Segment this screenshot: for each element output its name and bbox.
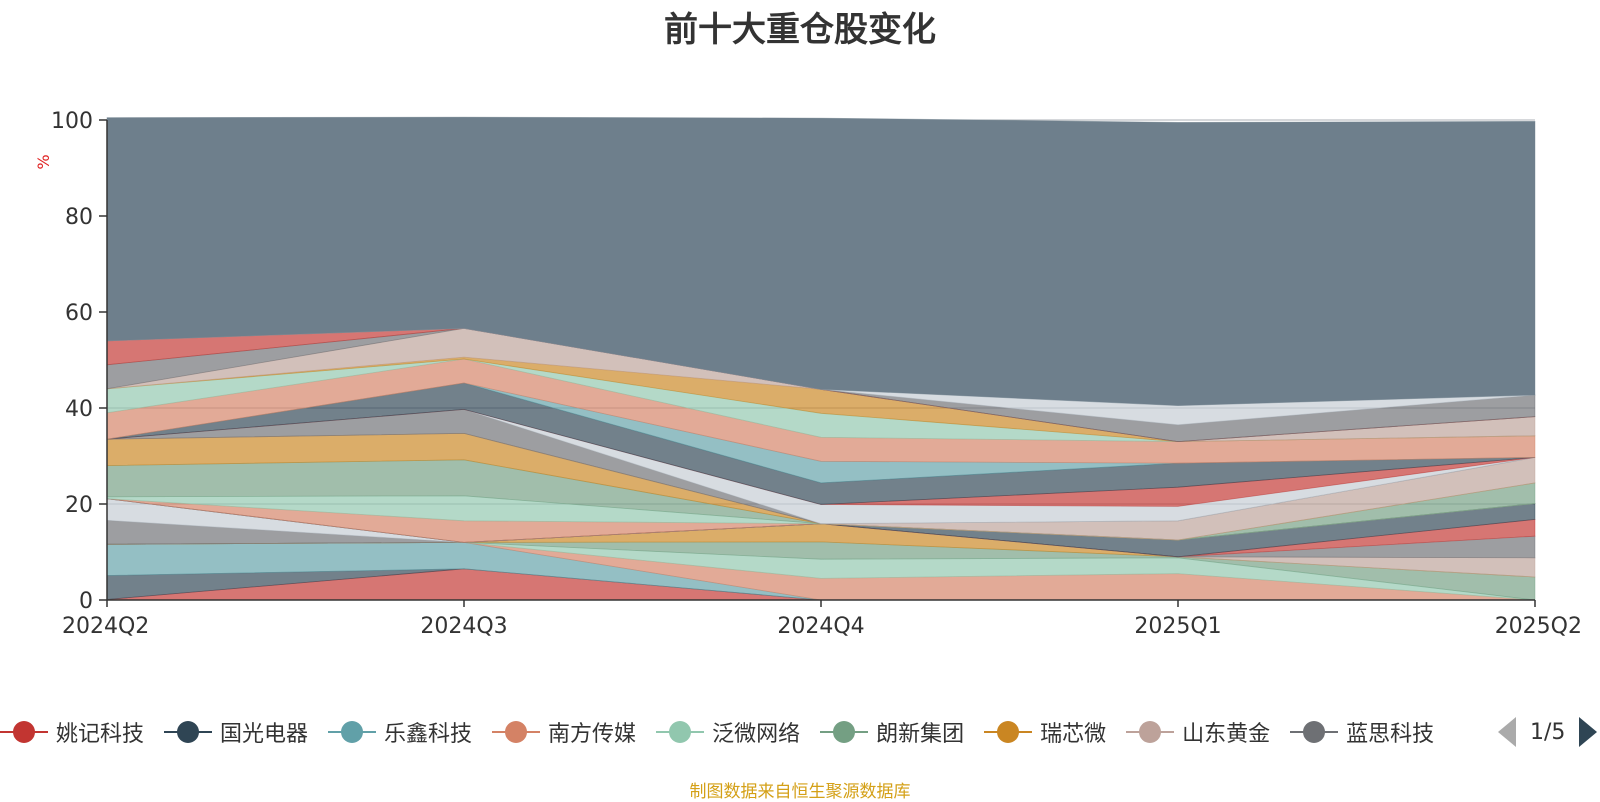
legend-pager: 1/5 (1498, 712, 1598, 752)
legend-marker-icon (0, 720, 48, 744)
y-tick-label: 40 (65, 397, 93, 422)
legend-item[interactable]: 姚记科技 (0, 712, 144, 752)
legend-label: 蓝思科技 (1346, 722, 1435, 747)
legend-marker-icon (1126, 720, 1175, 744)
x-tick-label: 2024Q3 (420, 614, 507, 639)
legend-marker-icon (984, 720, 1033, 744)
x-tick-label: 2024Q2 (62, 614, 149, 639)
x-tick-label: 2025Q1 (1134, 614, 1221, 639)
axes: 0 20 40 60 80 100 2024Q2 2024Q3 2024Q4 2025Q1 2025… (51, 109, 1582, 639)
legend-item[interactable]: 山东黄金 (1126, 712, 1270, 752)
legend-marker-icon (656, 720, 705, 744)
legend-label: 南方传媒 (548, 722, 637, 747)
legend-marker-icon (328, 720, 377, 744)
legend-page-indicator: 1/5 (1530, 719, 1566, 745)
y-tick-label: 0 (79, 589, 93, 614)
legend-label: 乐鑫科技 (384, 722, 473, 747)
legend-item[interactable]: 国光电器 (164, 712, 308, 752)
legend-label: 泛微网络 (712, 722, 801, 747)
legend-item[interactable]: 瑞芯微 (984, 712, 1106, 752)
legend-label: 国光电器 (220, 722, 309, 747)
legend-label: 朗新集团 (876, 722, 965, 747)
legend-label: 姚记科技 (56, 722, 145, 747)
stacked-areas (106, 116, 1536, 601)
legend-label: 山东黄金 (1182, 722, 1271, 747)
y-tick-label: 100 (51, 109, 93, 134)
legend-item[interactable]: 乐鑫科技 (328, 712, 472, 752)
source-note: 制图数据来自恒生聚源数据库 (689, 782, 911, 802)
legend-next-arrow-icon[interactable] (1579, 717, 1598, 747)
x-tick-label: 2024Q4 (777, 614, 864, 639)
x-tick-label: 2025Q2 (1495, 614, 1582, 639)
legend-marker-icon (820, 720, 869, 744)
legend-marker-icon (492, 720, 541, 744)
legend-label: 瑞芯微 (1040, 722, 1107, 747)
legend-item[interactable]: 朗新集团 (820, 712, 964, 752)
y-tick-label: 20 (65, 493, 93, 518)
y-axis-unit-label: % (34, 154, 53, 169)
legend: 姚记科技 国光电器 乐鑫科技 南方传媒 泛微网络 朗新集团 瑞芯微 山东黄金 蓝思科技 (0, 712, 1480, 752)
legend-item[interactable]: 蓝思科技 (1290, 712, 1434, 752)
y-tick-label: 80 (65, 205, 93, 230)
legend-marker-icon (1290, 720, 1339, 744)
y-tick-label: 60 (65, 301, 93, 326)
legend-item[interactable]: 泛微网络 (656, 712, 800, 752)
legend-marker-icon (164, 720, 213, 744)
area-series-32 (106, 116, 1536, 407)
chart-title: 前十大重仓股变化 (664, 10, 936, 50)
legend-item[interactable]: 南方传媒 (492, 712, 636, 752)
legend-prev-arrow-icon[interactable] (1498, 717, 1516, 747)
